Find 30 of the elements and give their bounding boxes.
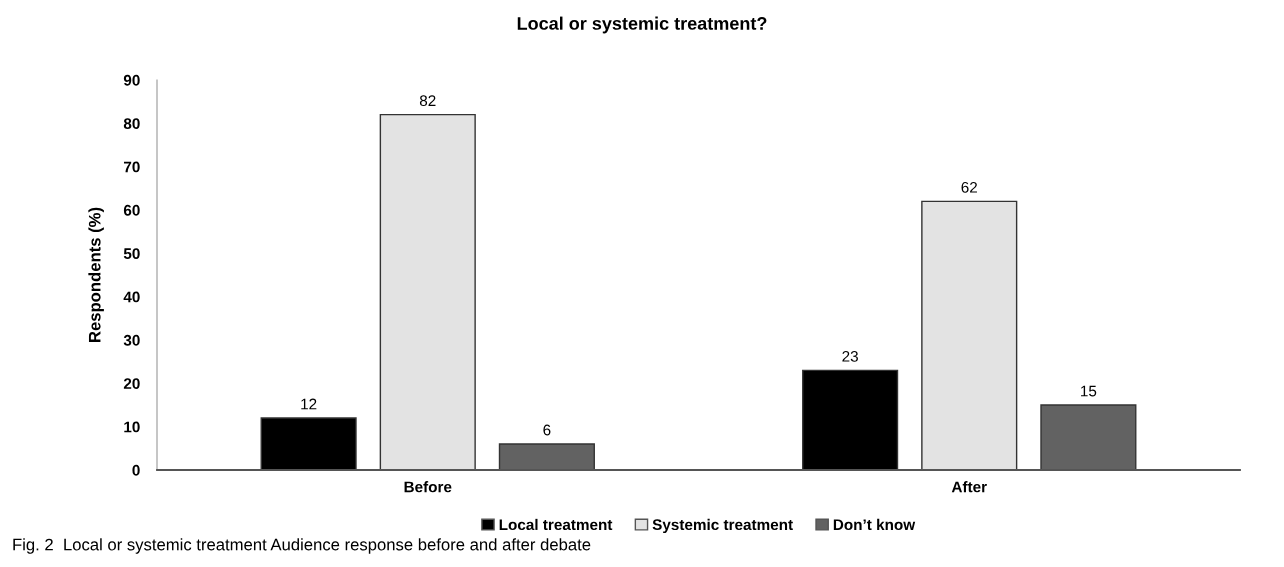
y-tick-label: 50 [123,248,140,260]
y-tick-label: 60 [123,204,140,216]
caption: Fig. 2 Local or systemic treatment Audience response before and after debate [13,538,591,554]
x-tick-label: Before [404,481,452,493]
bar [802,369,899,470]
bar [379,113,476,470]
legend-label: Systemic treatment [652,518,793,534]
data-label: 82 [419,95,436,107]
y-tick-label: 30 [123,334,140,346]
x-tick-label: After [951,481,987,493]
y-axis-title: Respondents (%) [88,207,104,342]
bar [1040,404,1137,470]
data-label: 23 [842,350,858,362]
y-tick-label: 90 [123,74,140,86]
y-tick-label: 20 [123,378,140,390]
y-tick-label: 40 [123,291,140,303]
bar [498,443,595,470]
bar [921,200,1018,470]
legend-label: Don’t know [833,518,916,531]
legend-label: Local treatment [499,518,613,531]
data-label: 12 [301,398,317,410]
data-label: 15 [1081,385,1097,397]
chart-title: Local or systemic treatment? [517,16,767,34]
y-tick-label: 80 [123,118,140,130]
y-tick-label: 10 [124,421,140,433]
data-label: 6 [543,424,551,436]
bar [260,417,357,470]
y-tick-label: 0 [132,464,140,476]
data-label: 62 [961,181,977,193]
y-tick-label: 70 [124,161,140,173]
